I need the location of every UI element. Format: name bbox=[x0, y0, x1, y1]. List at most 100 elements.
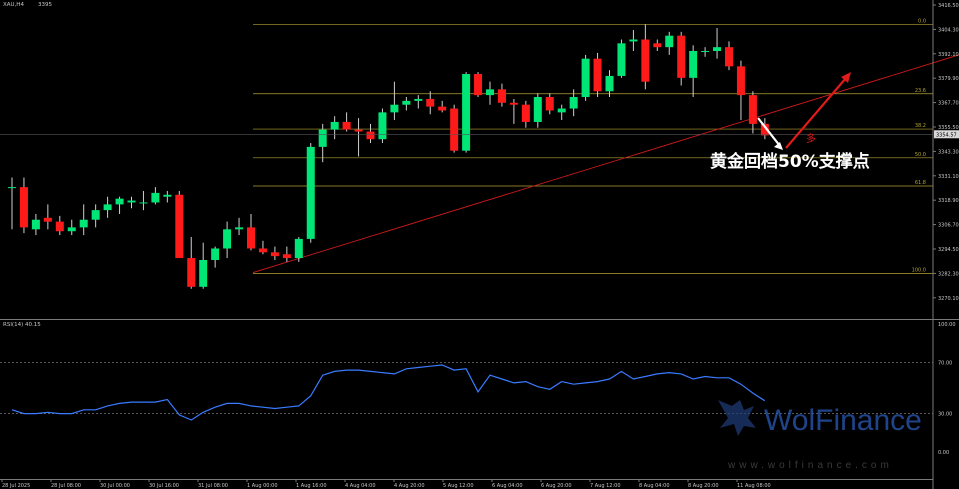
candle-body-bear bbox=[258, 248, 267, 253]
candle-body-bull bbox=[390, 104, 399, 113]
candle bbox=[725, 41, 733, 71]
candle bbox=[629, 29, 638, 52]
price-tick-label: 3331.10 bbox=[938, 174, 959, 180]
current-price-box bbox=[934, 130, 959, 139]
candle bbox=[294, 236, 303, 262]
candle bbox=[402, 97, 411, 111]
candle-body-bull bbox=[223, 229, 232, 249]
watermark-url: www.wolfinance.com bbox=[727, 460, 893, 471]
candle bbox=[103, 196, 112, 218]
candle-body-bear bbox=[175, 194, 184, 259]
candle bbox=[462, 72, 471, 153]
candle bbox=[91, 204, 100, 228]
price-tick-label: 3379.90 bbox=[938, 76, 959, 82]
candle-body-bull bbox=[462, 74, 471, 151]
candle bbox=[223, 221, 232, 259]
candle bbox=[689, 45, 698, 98]
candle bbox=[330, 116, 339, 140]
price-tick-label: 3392.10 bbox=[938, 52, 959, 58]
candle bbox=[31, 213, 40, 236]
time-tick-label: 8 Aug 04:00 bbox=[639, 483, 670, 489]
time-tick-label: 8 Aug 20:00 bbox=[688, 483, 719, 489]
wolf-logo-icon bbox=[718, 400, 756, 436]
candle-body-bull bbox=[103, 204, 112, 211]
candle-body-bear bbox=[521, 104, 530, 122]
candle-body-bull bbox=[139, 202, 148, 204]
candle-body-bear bbox=[438, 106, 447, 111]
candle bbox=[318, 123, 327, 163]
candle bbox=[163, 190, 172, 203]
candle-body-bull bbox=[629, 39, 638, 42]
candles bbox=[8, 24, 769, 289]
candle bbox=[701, 47, 710, 57]
time-tick-label: 28 Jul 2025 bbox=[2, 483, 30, 489]
candle bbox=[569, 89, 578, 117]
candle-body-bear bbox=[270, 252, 279, 257]
candle-body-bear bbox=[366, 131, 375, 140]
candle-body-bull bbox=[8, 187, 16, 189]
chart-header-ohlc: 3395 bbox=[38, 2, 52, 8]
candle bbox=[521, 100, 530, 128]
time-tick-label: 30 Jul 00:00 bbox=[100, 483, 130, 489]
rebound-arrowhead bbox=[841, 72, 851, 83]
candle bbox=[653, 39, 662, 52]
candle-body-bull bbox=[378, 112, 387, 140]
candle-body-bull bbox=[211, 248, 220, 260]
candle bbox=[665, 31, 674, 55]
fib-level-label: 38.2 bbox=[915, 123, 926, 129]
time-tick-label: 4 Aug 04:00 bbox=[345, 483, 376, 489]
candle-body-bull bbox=[581, 58, 590, 98]
candle-body-bear bbox=[247, 227, 255, 249]
candle bbox=[593, 52, 602, 98]
candle bbox=[8, 177, 16, 230]
candle-body-bull bbox=[713, 47, 722, 52]
candle bbox=[617, 39, 626, 78]
candle-body-bear bbox=[474, 74, 483, 96]
candle bbox=[533, 93, 542, 128]
candle bbox=[557, 104, 566, 121]
candle bbox=[760, 118, 769, 140]
candle-body-bear bbox=[545, 97, 554, 111]
price-tick-label: 3306.70 bbox=[938, 223, 959, 229]
candle-body-bear bbox=[593, 58, 602, 92]
candle-body-bull bbox=[486, 89, 494, 96]
candle-body-bull bbox=[31, 219, 40, 230]
candle bbox=[175, 190, 184, 259]
candle-body-bull bbox=[605, 75, 614, 92]
candle bbox=[366, 123, 375, 144]
time-tick-label: 11 Aug 08:00 bbox=[737, 483, 771, 489]
candle bbox=[450, 104, 459, 153]
candle bbox=[127, 196, 136, 209]
candle bbox=[306, 143, 315, 243]
candle bbox=[677, 31, 686, 86]
price-tick-label: 3355.50 bbox=[938, 125, 959, 131]
price-tick-label: 3270.10 bbox=[938, 296, 959, 302]
candle-body-bull bbox=[115, 198, 124, 205]
rsi-tick-label: 30.00 bbox=[938, 412, 952, 418]
trend-line bbox=[252, 54, 959, 274]
candle-body-bear bbox=[187, 258, 196, 287]
candle-body-bull bbox=[689, 51, 698, 78]
candle bbox=[497, 83, 506, 107]
candle bbox=[748, 91, 757, 134]
candle-body-bear bbox=[450, 108, 459, 151]
candle bbox=[605, 70, 614, 98]
candle bbox=[211, 246, 220, 268]
time-tick-label: 31 Jul 08:00 bbox=[198, 483, 228, 489]
candle-body-bear bbox=[509, 102, 518, 105]
candle-body-bear bbox=[725, 47, 733, 67]
pullback-arrowhead bbox=[774, 142, 783, 150]
time-tick-label: 1 Aug 16:00 bbox=[296, 483, 327, 489]
candle-body-bear bbox=[342, 121, 351, 130]
candle bbox=[426, 91, 435, 115]
candle bbox=[486, 81, 494, 105]
candle-body-bull bbox=[79, 219, 88, 228]
candle-body-bull bbox=[67, 227, 76, 232]
candle bbox=[390, 81, 399, 121]
candle-body-bull bbox=[569, 97, 578, 109]
candle bbox=[151, 187, 160, 205]
candle-body-bull bbox=[306, 146, 315, 239]
candle bbox=[545, 93, 554, 115]
